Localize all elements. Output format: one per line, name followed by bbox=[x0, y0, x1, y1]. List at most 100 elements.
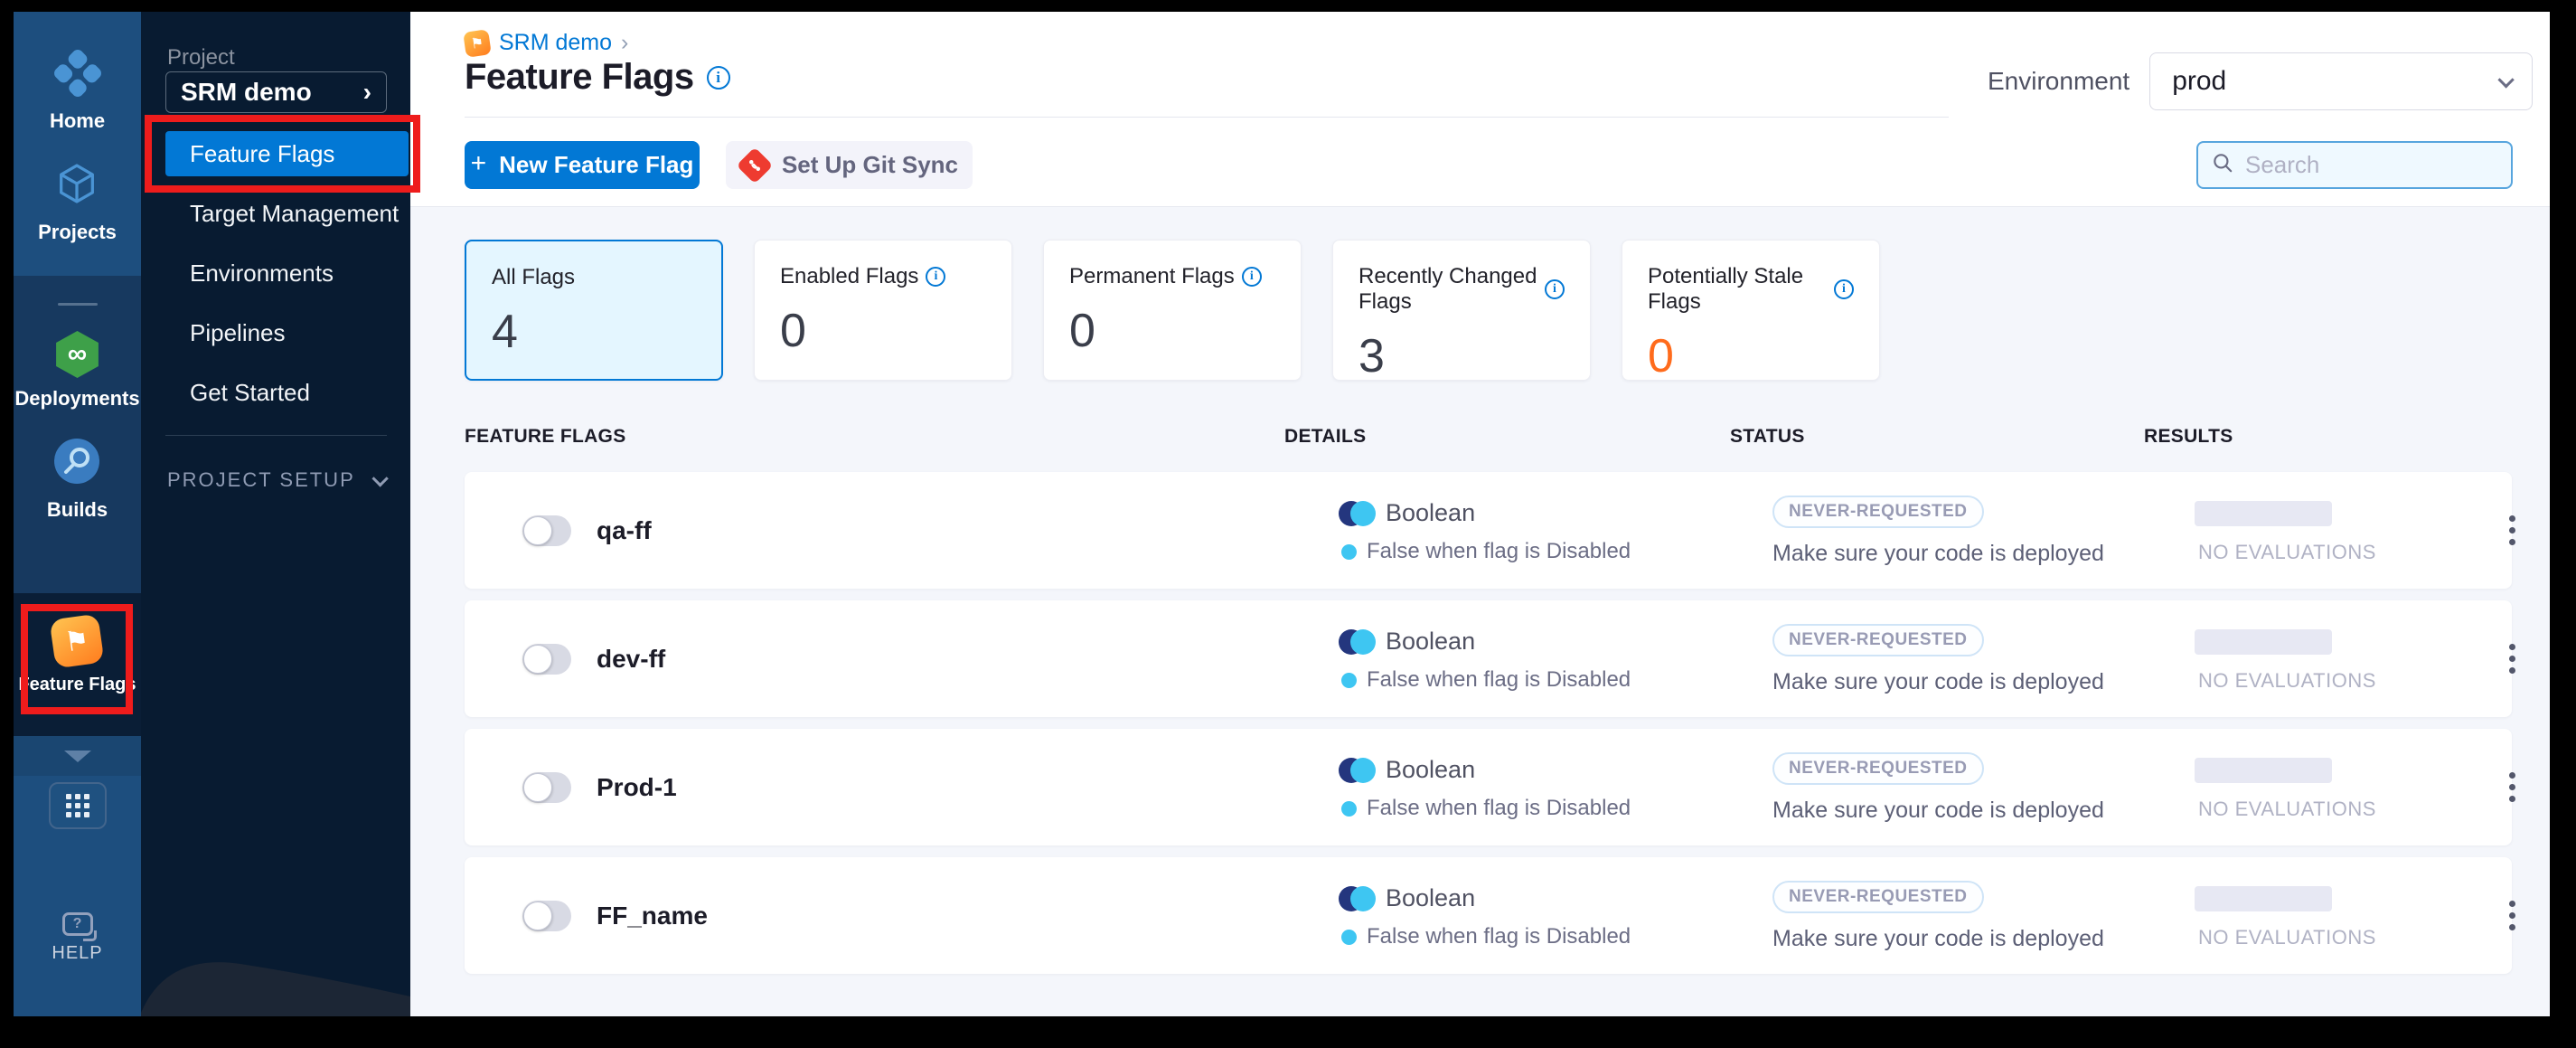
flag-name: qa-ff bbox=[597, 515, 652, 544]
column-header-feature-flags: FEATURE FLAGS bbox=[465, 426, 626, 447]
variation-dot-icon bbox=[1341, 543, 1357, 560]
chevron-down-icon bbox=[371, 469, 389, 487]
sidebar-item-get-started[interactable]: Get Started bbox=[190, 378, 310, 406]
card-potentially-stale-flags[interactable]: Potentially Stale Flags i 0 bbox=[1622, 240, 1880, 382]
breadcrumb-project-link[interactable]: SRM demo bbox=[499, 30, 613, 55]
card-recently-changed-flags[interactable]: Recently Changed Flags i 3 bbox=[1332, 240, 1591, 382]
grid-icon bbox=[65, 794, 89, 817]
rail-item-deployments[interactable]: ∞ Deployments bbox=[14, 331, 140, 411]
search-icon bbox=[2211, 151, 2234, 179]
rail-scroll-down-icon[interactable] bbox=[63, 750, 91, 762]
deployments-icon: ∞ bbox=[56, 331, 99, 378]
setup-git-sync-label: Set Up Git Sync bbox=[781, 151, 959, 178]
toggle-knob bbox=[523, 645, 552, 674]
flag-row-qa-ff: qa-ff Boolean False when flag is Disable… bbox=[465, 472, 2515, 589]
status-note: Make sure your code is deployed bbox=[1772, 926, 2104, 951]
card-label: Potentially Stale Flags bbox=[1648, 264, 1804, 314]
flag-type: Boolean bbox=[1386, 628, 1476, 655]
rail-item-home[interactable]: Home bbox=[50, 47, 105, 133]
help-chat-icon: ? bbox=[61, 912, 97, 941]
project-setup-toggle[interactable]: PROJECT SETUP bbox=[167, 468, 389, 492]
sidebar-item-pipelines[interactable]: Pipelines bbox=[190, 318, 286, 346]
rail-item-label: Deployments bbox=[14, 387, 140, 410]
setup-git-sync-button[interactable]: Set Up Git Sync bbox=[726, 141, 973, 189]
rail-item-label: Feature Flags bbox=[18, 675, 136, 694]
card-label: All Flags bbox=[492, 265, 576, 289]
flag-toggle[interactable] bbox=[522, 644, 571, 675]
rail-item-builds[interactable]: Builds bbox=[47, 438, 108, 522]
row-menu-kebab-icon[interactable] bbox=[2494, 729, 2530, 845]
feature-flags-icon: ⚑ bbox=[49, 613, 105, 669]
flag-toggle[interactable] bbox=[522, 772, 571, 803]
header-divider bbox=[465, 117, 1949, 118]
title-info-icon[interactable]: i bbox=[706, 65, 730, 90]
flag-name: dev-ff bbox=[597, 644, 666, 673]
search-input[interactable] bbox=[2243, 150, 2498, 180]
status-badge: NEVER-REQUESTED bbox=[1772, 496, 1984, 528]
help-label: HELP bbox=[52, 943, 103, 963]
flag-type-note: False when flag is Disabled bbox=[1367, 667, 1631, 692]
chevron-down-icon bbox=[2497, 71, 2515, 89]
flag-type-note: False when flag is Disabled bbox=[1367, 796, 1631, 820]
results-placeholder-bar bbox=[2195, 501, 2332, 526]
home-icon bbox=[51, 47, 104, 99]
results-note: NO EVALUATIONS bbox=[2198, 798, 2376, 820]
boolean-type-icon bbox=[1339, 500, 1376, 526]
environment-label: Environment bbox=[1988, 67, 2130, 95]
results-note: NO EVALUATIONS bbox=[2198, 541, 2376, 563]
toggle-knob bbox=[523, 902, 552, 930]
rail-section-bottom: ? HELP bbox=[14, 776, 141, 1016]
results-placeholder-bar bbox=[2195, 886, 2332, 911]
toggle-knob bbox=[523, 773, 552, 802]
main-content: ⚑ SRM demo › Feature Flags i Environment… bbox=[410, 12, 2550, 1016]
info-icon[interactable]: i bbox=[1545, 279, 1565, 299]
environment-select[interactable]: prod bbox=[2149, 52, 2534, 110]
flag-row-prod-1: Prod-1 Boolean False when flag is Disabl… bbox=[465, 729, 2515, 845]
info-icon[interactable]: i bbox=[1834, 279, 1854, 299]
column-header-status: STATUS bbox=[1730, 426, 1805, 447]
sidebar-item-feature-flags[interactable]: Feature Flags bbox=[165, 131, 409, 176]
sidebar-item-target-management[interactable]: Target Management bbox=[190, 199, 400, 227]
card-permanent-flags[interactable]: Permanent Flags i 0 bbox=[1043, 240, 1302, 381]
row-menu-kebab-icon[interactable] bbox=[2494, 600, 2530, 717]
results-note: NO EVALUATIONS bbox=[2198, 669, 2376, 692]
page-title: Feature Flags bbox=[465, 57, 694, 97]
rail-item-projects[interactable]: Projects bbox=[38, 160, 117, 244]
row-menu-kebab-icon[interactable] bbox=[2494, 472, 2530, 589]
card-value: 4 bbox=[492, 306, 518, 358]
help-button[interactable]: ? HELP bbox=[52, 912, 102, 1016]
project-setup-label: PROJECT SETUP bbox=[167, 468, 355, 491]
results-placeholder-bar bbox=[2195, 629, 2332, 655]
info-icon[interactable]: i bbox=[926, 267, 946, 287]
card-enabled-flags[interactable]: Enabled Flags i 0 bbox=[754, 240, 1012, 381]
flag-toggle[interactable] bbox=[522, 515, 571, 546]
project-select-value: SRM demo bbox=[181, 78, 312, 106]
results-placeholder-bar bbox=[2195, 758, 2332, 783]
variation-dot-icon bbox=[1341, 929, 1357, 945]
flag-type-note: False when flag is Disabled bbox=[1367, 924, 1631, 949]
flag-toggle[interactable] bbox=[522, 901, 571, 931]
sidebar-decorative-wave bbox=[141, 962, 410, 1016]
project-select[interactable]: SRM demo › bbox=[165, 71, 387, 113]
rail-divider bbox=[57, 303, 98, 306]
sidebar-item-environments[interactable]: Environments bbox=[190, 259, 334, 287]
rail-item-feature-flags[interactable]: ⚑ Feature Flags bbox=[18, 613, 136, 695]
app-window: Home Projects ∞ D bbox=[14, 12, 2550, 1016]
rail-section-modules: ∞ Deployments Builds bbox=[14, 276, 141, 593]
flag-type-note: False when flag is Disabled bbox=[1367, 539, 1631, 563]
projects-cube-icon bbox=[53, 160, 100, 212]
flag-name: Prod-1 bbox=[597, 772, 677, 801]
row-menu-kebab-icon[interactable] bbox=[2494, 857, 2530, 974]
module-grid-button[interactable] bbox=[48, 782, 107, 829]
info-icon[interactable]: i bbox=[1241, 267, 1262, 287]
new-feature-flag-button[interactable]: + New Feature Flag bbox=[465, 141, 700, 189]
column-header-results: RESULTS bbox=[2144, 426, 2233, 447]
boolean-type-icon bbox=[1339, 757, 1376, 783]
status-note: Make sure your code is deployed bbox=[1772, 541, 2104, 566]
card-all-flags[interactable]: All Flags 4 bbox=[465, 240, 723, 381]
flag-type: Boolean bbox=[1386, 884, 1476, 911]
rail-section-feature-flags: ⚑ Feature Flags bbox=[14, 593, 141, 736]
flag-type: Boolean bbox=[1386, 499, 1476, 526]
git-icon bbox=[736, 146, 774, 184]
